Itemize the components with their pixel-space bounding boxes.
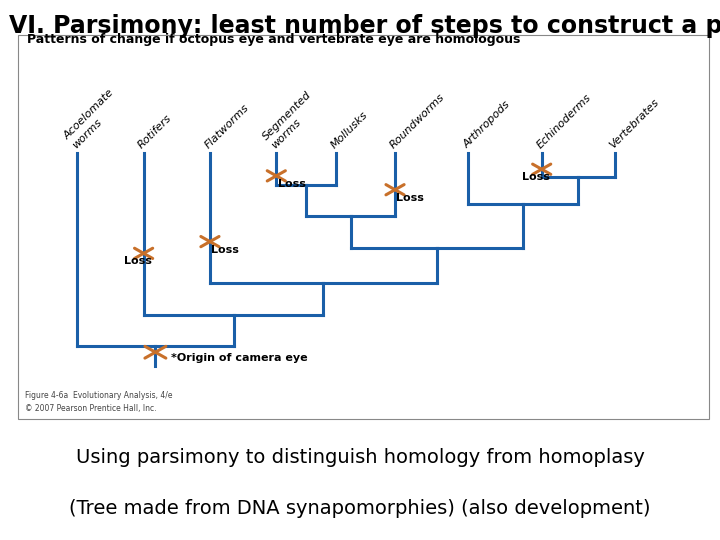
Text: Arthropods: Arthropods — [462, 99, 512, 150]
Text: Acoelomate
worms: Acoelomate worms — [62, 88, 124, 150]
Text: © 2007 Pearson Prentice Hall, Inc.: © 2007 Pearson Prentice Hall, Inc. — [25, 403, 156, 413]
Text: Mollusks: Mollusks — [328, 109, 369, 150]
Text: Patterns of change if octopus eye and vertebrate eye are homologous: Patterns of change if octopus eye and ve… — [27, 33, 521, 46]
Text: Segmented
worms: Segmented worms — [261, 89, 322, 150]
Text: Flatworms: Flatworms — [203, 102, 251, 150]
Text: Figure 4-6a  Evolutionary Analysis, 4/e: Figure 4-6a Evolutionary Analysis, 4/e — [25, 390, 172, 400]
Text: Loss: Loss — [124, 256, 152, 266]
Text: Loss: Loss — [278, 179, 305, 189]
Text: Using parsimony to distinguish homology from homoplasy: Using parsimony to distinguish homology … — [76, 448, 644, 467]
Text: Loss: Loss — [212, 245, 239, 255]
Text: VI. Parsimony: least number of steps to construct a phylogeny: VI. Parsimony: least number of steps to … — [9, 14, 720, 37]
Text: *Origin of camera eye: *Origin of camera eye — [171, 353, 307, 363]
Text: Loss: Loss — [397, 193, 424, 202]
Text: (Tree made from DNA synapomorphies) (also development): (Tree made from DNA synapomorphies) (als… — [69, 500, 651, 518]
Text: Vertebrates: Vertebrates — [608, 97, 661, 150]
Text: Echinoderms: Echinoderms — [535, 92, 593, 150]
Text: Rotifers: Rotifers — [137, 112, 174, 150]
Text: Roundworms: Roundworms — [388, 91, 446, 150]
Text: Loss: Loss — [522, 172, 550, 183]
